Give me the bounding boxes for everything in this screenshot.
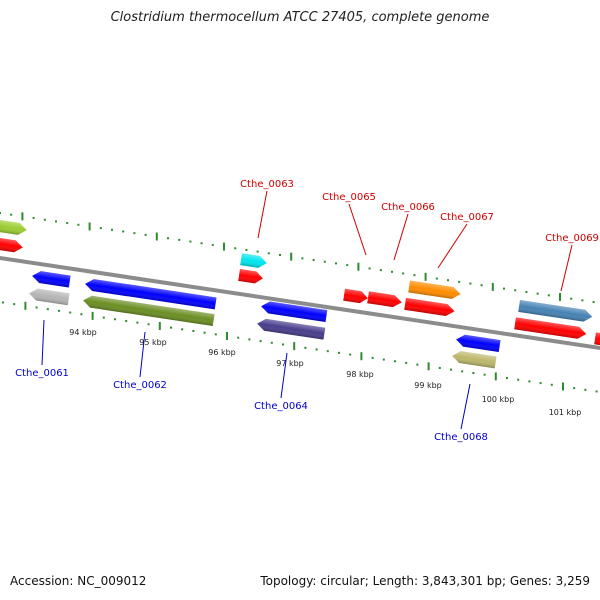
length-label: Length: <box>372 574 419 588</box>
kbp-label-3: 96 kbp <box>208 348 236 357</box>
leader-cthe-0066 <box>393 213 409 261</box>
gene-top-cthe-0063 <box>240 253 267 268</box>
leader-cthe-0061 <box>41 319 45 366</box>
gene-top-cthe-0067 <box>408 280 461 299</box>
gene-top-unnamed-10 <box>594 332 600 346</box>
gene-bottom-unnamed-4-shade <box>261 301 328 322</box>
label-cthe-0064: Cthe_0064 <box>254 401 308 412</box>
accession-value: NC_009012 <box>77 574 147 588</box>
gene-top-cthe-0067-shade <box>408 280 461 299</box>
gene-top-unnamed-1-shade <box>0 237 23 253</box>
gene-top-cthe-0065-shade <box>343 288 368 304</box>
length-value: 3,843,301 bp <box>421 574 502 588</box>
gene-top-unnamed-3 <box>238 269 263 284</box>
label-cthe-0066: Cthe_0066 <box>381 202 435 213</box>
genes-count-label: Genes: <box>509 574 552 588</box>
label-cthe-0069: Cthe_0069 <box>545 233 599 244</box>
gene-bottom-cthe-0068 <box>452 351 497 369</box>
leader-cthe-0069 <box>560 244 573 292</box>
label-cthe-0063: Cthe_0063 <box>240 179 294 190</box>
genome-title: Clostridium thermocellum ATCC 27405, com… <box>110 10 490 25</box>
upper-tick-track <box>0 212 595 304</box>
gene-features <box>0 219 600 369</box>
gene-top-unnamed-3-shade <box>238 269 263 284</box>
gene-top-unnamed-1 <box>0 237 23 253</box>
gene-bottom-cthe-0061-shade <box>29 288 70 306</box>
leader-cthe-0062 <box>139 331 146 378</box>
label-leader-lines <box>41 190 573 430</box>
gene-top-cthe-0069 <box>518 300 593 322</box>
gene-top-cthe-0069-shade <box>518 300 593 322</box>
backbone-line <box>0 255 600 351</box>
gene-top-unnamed-10-shade <box>594 332 600 346</box>
gene-bottom-cthe-0061 <box>29 288 70 306</box>
gene-labels: Cthe_0063 Cthe_0065 Cthe_0066 Cthe_0067 Cthe… <box>15 179 599 443</box>
label-cthe-0065: Cthe_0065 <box>322 192 376 203</box>
leader-cthe-0065 <box>348 203 367 256</box>
kbp-scale-labels: 94 kbp 95 kbp 96 kbp 97 kbp 98 kbp 99 kbp 100 … <box>69 328 581 417</box>
leader-cthe-0064 <box>280 352 288 399</box>
gene-top-unnamed-9 <box>514 317 587 339</box>
gene-top-cthe-0066 <box>367 291 402 308</box>
genome-backbone <box>0 255 600 351</box>
gene-bottom-unnamed-0-shade <box>32 271 71 288</box>
topology-value: circular <box>320 574 365 588</box>
leader-cthe-0067 <box>437 223 468 269</box>
gene-top-unnamed-7-shade <box>404 297 455 316</box>
gene-bottom-cthe-0068-shade <box>452 351 497 369</box>
gene-top-cthe-0066-shade <box>367 291 402 308</box>
gene-bottom-cthe-0064-shade <box>257 318 326 340</box>
gene-bottom-unnamed-6-shade <box>456 334 501 352</box>
kbp-label-2: 95 kbp <box>139 338 167 347</box>
kbp-label-4: 97 kbp <box>276 359 304 368</box>
gene-bottom-unnamed-6 <box>456 334 501 352</box>
label-cthe-0068: Cthe_0068 <box>434 432 488 443</box>
kbp-label-7: 100 kbp <box>482 395 515 404</box>
kbp-label-5: 98 kbp <box>346 370 374 379</box>
kbp-label-8: 101 kbp <box>549 408 582 417</box>
leader-cthe-0068 <box>460 383 471 430</box>
gene-bottom-cthe-0062-shade <box>83 295 215 327</box>
genes-count-value: 3,259 <box>555 574 590 588</box>
gene-bottom-cthe-0064 <box>257 318 326 340</box>
accession-label: Accession: <box>10 574 74 588</box>
gene-top-unnamed-0 <box>0 219 27 235</box>
kbp-label-1: 94 kbp <box>69 328 97 337</box>
gene-top-unnamed-7 <box>404 297 455 316</box>
leader-cthe-0063 <box>257 190 268 239</box>
gene-bottom-unnamed-4 <box>261 301 328 322</box>
gene-bottom-unnamed-0 <box>32 271 71 288</box>
gene-top-cthe-0063-shade <box>240 253 267 268</box>
genome-stats: Topology: circular; Length: 3,843,301 bp… <box>260 574 590 588</box>
topology-label: Topology: <box>260 574 317 588</box>
gene-top-unnamed-0-shade <box>0 219 27 235</box>
kbp-label-6: 99 kbp <box>414 381 442 390</box>
label-cthe-0062: Cthe_0062 <box>113 380 167 391</box>
label-cthe-0061: Cthe_0061 <box>15 368 69 379</box>
lower-tick-track <box>2 301 598 393</box>
gene-bottom-unnamed-2-shade <box>85 279 217 310</box>
gene-bottom-cthe-0062 <box>83 295 215 327</box>
gene-bottom-unnamed-2 <box>85 279 217 310</box>
accession-info: Accession: NC_009012 <box>10 574 146 588</box>
label-cthe-0067: Cthe_0067 <box>440 212 494 223</box>
gene-top-unnamed-9-shade <box>514 317 587 339</box>
gene-top-cthe-0065 <box>343 288 368 304</box>
